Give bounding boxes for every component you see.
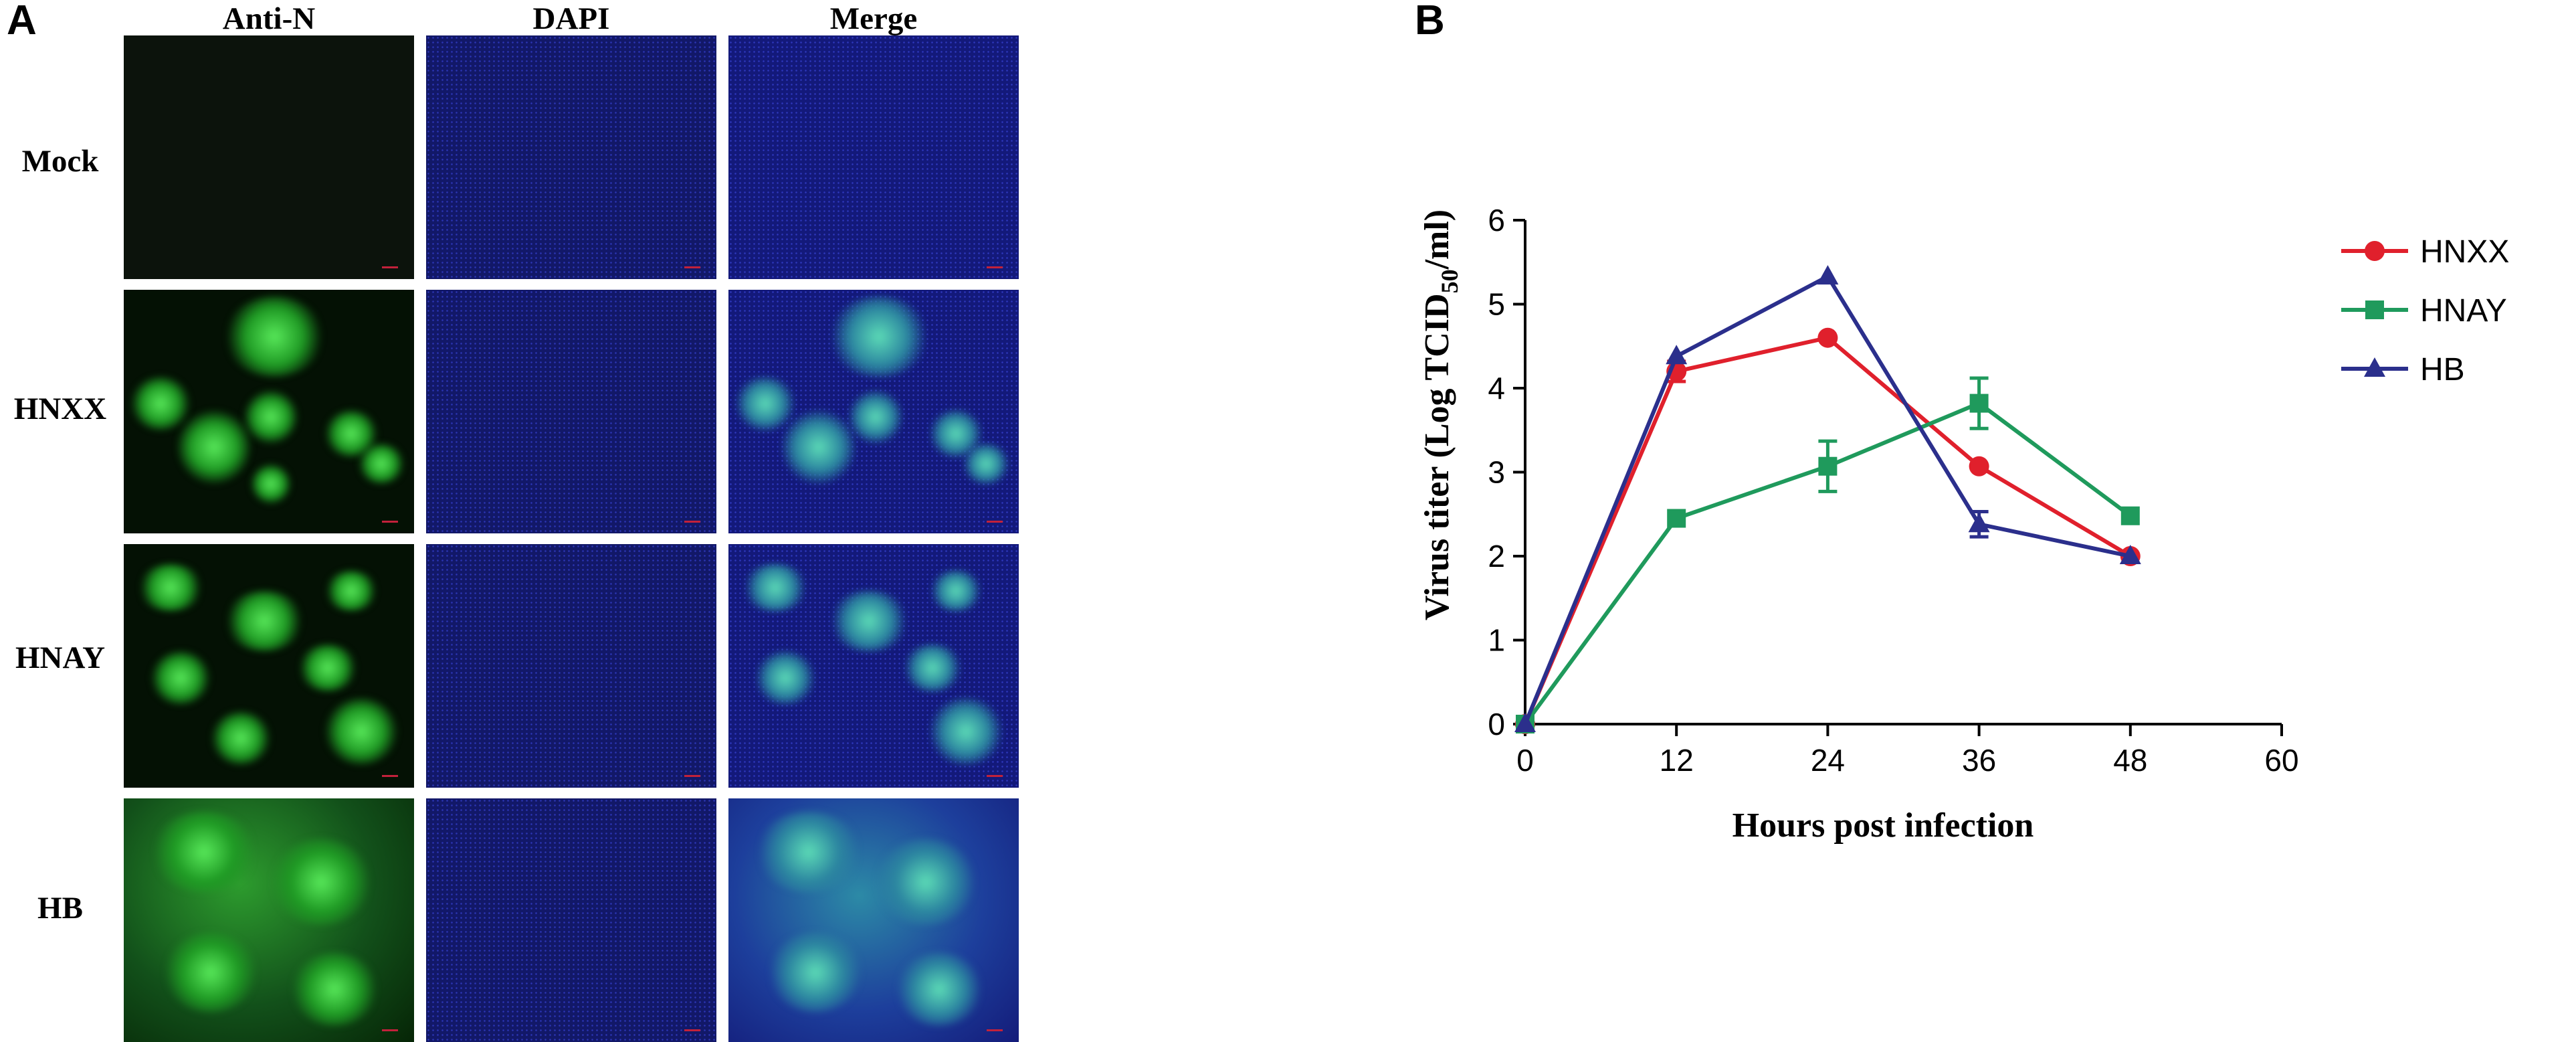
data-point-hb bbox=[1968, 513, 1990, 533]
data-point-hb bbox=[1514, 713, 1536, 732]
x-tick-label: 36 bbox=[1962, 743, 1996, 778]
micrograph-hnay-dapi bbox=[426, 544, 716, 788]
y-tick-label: 0 bbox=[1488, 707, 1505, 742]
legend-label-hnxx: HNXX bbox=[2420, 234, 2509, 270]
scale-bar bbox=[684, 266, 700, 268]
scale-bar bbox=[382, 521, 398, 523]
scale-bar bbox=[382, 775, 398, 777]
panel-a-letter: A bbox=[7, 0, 37, 44]
row-label-hnxx: HNXX bbox=[13, 392, 107, 426]
scale-bar bbox=[987, 1029, 1003, 1031]
scale-bar bbox=[382, 1029, 398, 1031]
panel-b-letter: B bbox=[1415, 0, 1445, 44]
scale-bar bbox=[382, 266, 398, 268]
micrograph-hnay-anti-n bbox=[124, 544, 414, 788]
series-hnay bbox=[1516, 376, 2140, 733]
scale-bar bbox=[987, 266, 1003, 268]
micrograph-mock-dapi bbox=[426, 35, 716, 279]
legend-label-hb: HB bbox=[2420, 352, 2465, 387]
x-axis-title: Hours post infection bbox=[1732, 806, 2034, 845]
x-tick-label: 48 bbox=[2113, 743, 2147, 778]
column-header-merge: Merge bbox=[829, 1, 918, 36]
micrograph-hnxx-merge bbox=[728, 290, 1019, 533]
y-tick-label: 1 bbox=[1488, 623, 1505, 658]
scale-bar bbox=[684, 775, 700, 777]
series-hb bbox=[1514, 265, 2141, 732]
legend-marker-hnxx bbox=[2365, 241, 2385, 261]
data-point-hnay bbox=[2120, 506, 2140, 525]
data-point-hb bbox=[1817, 265, 1839, 285]
x-tick-label: 12 bbox=[1660, 743, 1694, 778]
data-point-hb bbox=[2119, 545, 2141, 564]
micrograph-hnay-merge bbox=[728, 544, 1019, 788]
series-hnxx bbox=[1515, 327, 2141, 734]
scale-bar bbox=[987, 775, 1003, 777]
micrograph-hnxx-anti-n bbox=[124, 290, 414, 533]
micrograph-mock-anti-n bbox=[124, 35, 414, 279]
micrograph-hb-anti-n bbox=[124, 798, 414, 1042]
y-tick-label: 3 bbox=[1488, 455, 1505, 490]
micrograph-hb-dapi bbox=[426, 798, 716, 1042]
data-point-hnxx bbox=[1969, 456, 1989, 476]
data-point-hnay bbox=[1818, 456, 1838, 476]
data-point-hnxx bbox=[1817, 327, 1838, 348]
virus-titer-line-chart: Virus titer (Log TCID50/ml) Hours post i… bbox=[1418, 203, 2509, 845]
row-label-mock: Mock bbox=[21, 144, 99, 179]
legend-label-hnay: HNAY bbox=[2420, 293, 2507, 329]
series-line-hnxx bbox=[1523, 335, 2132, 725]
legend-marker-hnay bbox=[2365, 300, 2384, 319]
microscopy-grid bbox=[124, 35, 1019, 1042]
y-tick-label: 5 bbox=[1488, 287, 1505, 322]
x-tick-label: 60 bbox=[2264, 743, 2298, 778]
legend-marker-hb bbox=[2364, 357, 2385, 377]
y-tick-label: 2 bbox=[1488, 539, 1505, 574]
data-point-hb bbox=[1666, 345, 1688, 365]
data-point-hnay bbox=[1667, 509, 1686, 528]
data-point-hnay bbox=[1969, 394, 1989, 413]
column-header-dapi: DAPI bbox=[532, 1, 610, 36]
legend-item-hb: HB bbox=[2341, 352, 2465, 387]
y-tick-label: 4 bbox=[1488, 371, 1505, 406]
legend-item-hnay: HNAY bbox=[2341, 293, 2507, 329]
micrograph-mock-merge bbox=[728, 35, 1019, 279]
column-header-anti-n: Anti-N bbox=[222, 1, 316, 36]
micrograph-hnxx-dapi bbox=[426, 290, 716, 533]
scale-bar bbox=[684, 521, 700, 523]
y-axis-title: Virus titer (Log TCID50/ml) bbox=[1418, 209, 1463, 620]
y-tick-label: 6 bbox=[1488, 203, 1505, 238]
scale-bar bbox=[684, 1029, 700, 1031]
micrograph-hb-merge bbox=[728, 798, 1019, 1042]
row-label-hnay: HNAY bbox=[15, 640, 106, 675]
scale-bar bbox=[987, 521, 1003, 523]
legend-item-hnxx: HNXX bbox=[2341, 234, 2509, 270]
x-tick-label: 0 bbox=[1516, 743, 1534, 778]
x-tick-label: 24 bbox=[1811, 743, 1845, 778]
row-label-hb: HB bbox=[37, 891, 83, 926]
